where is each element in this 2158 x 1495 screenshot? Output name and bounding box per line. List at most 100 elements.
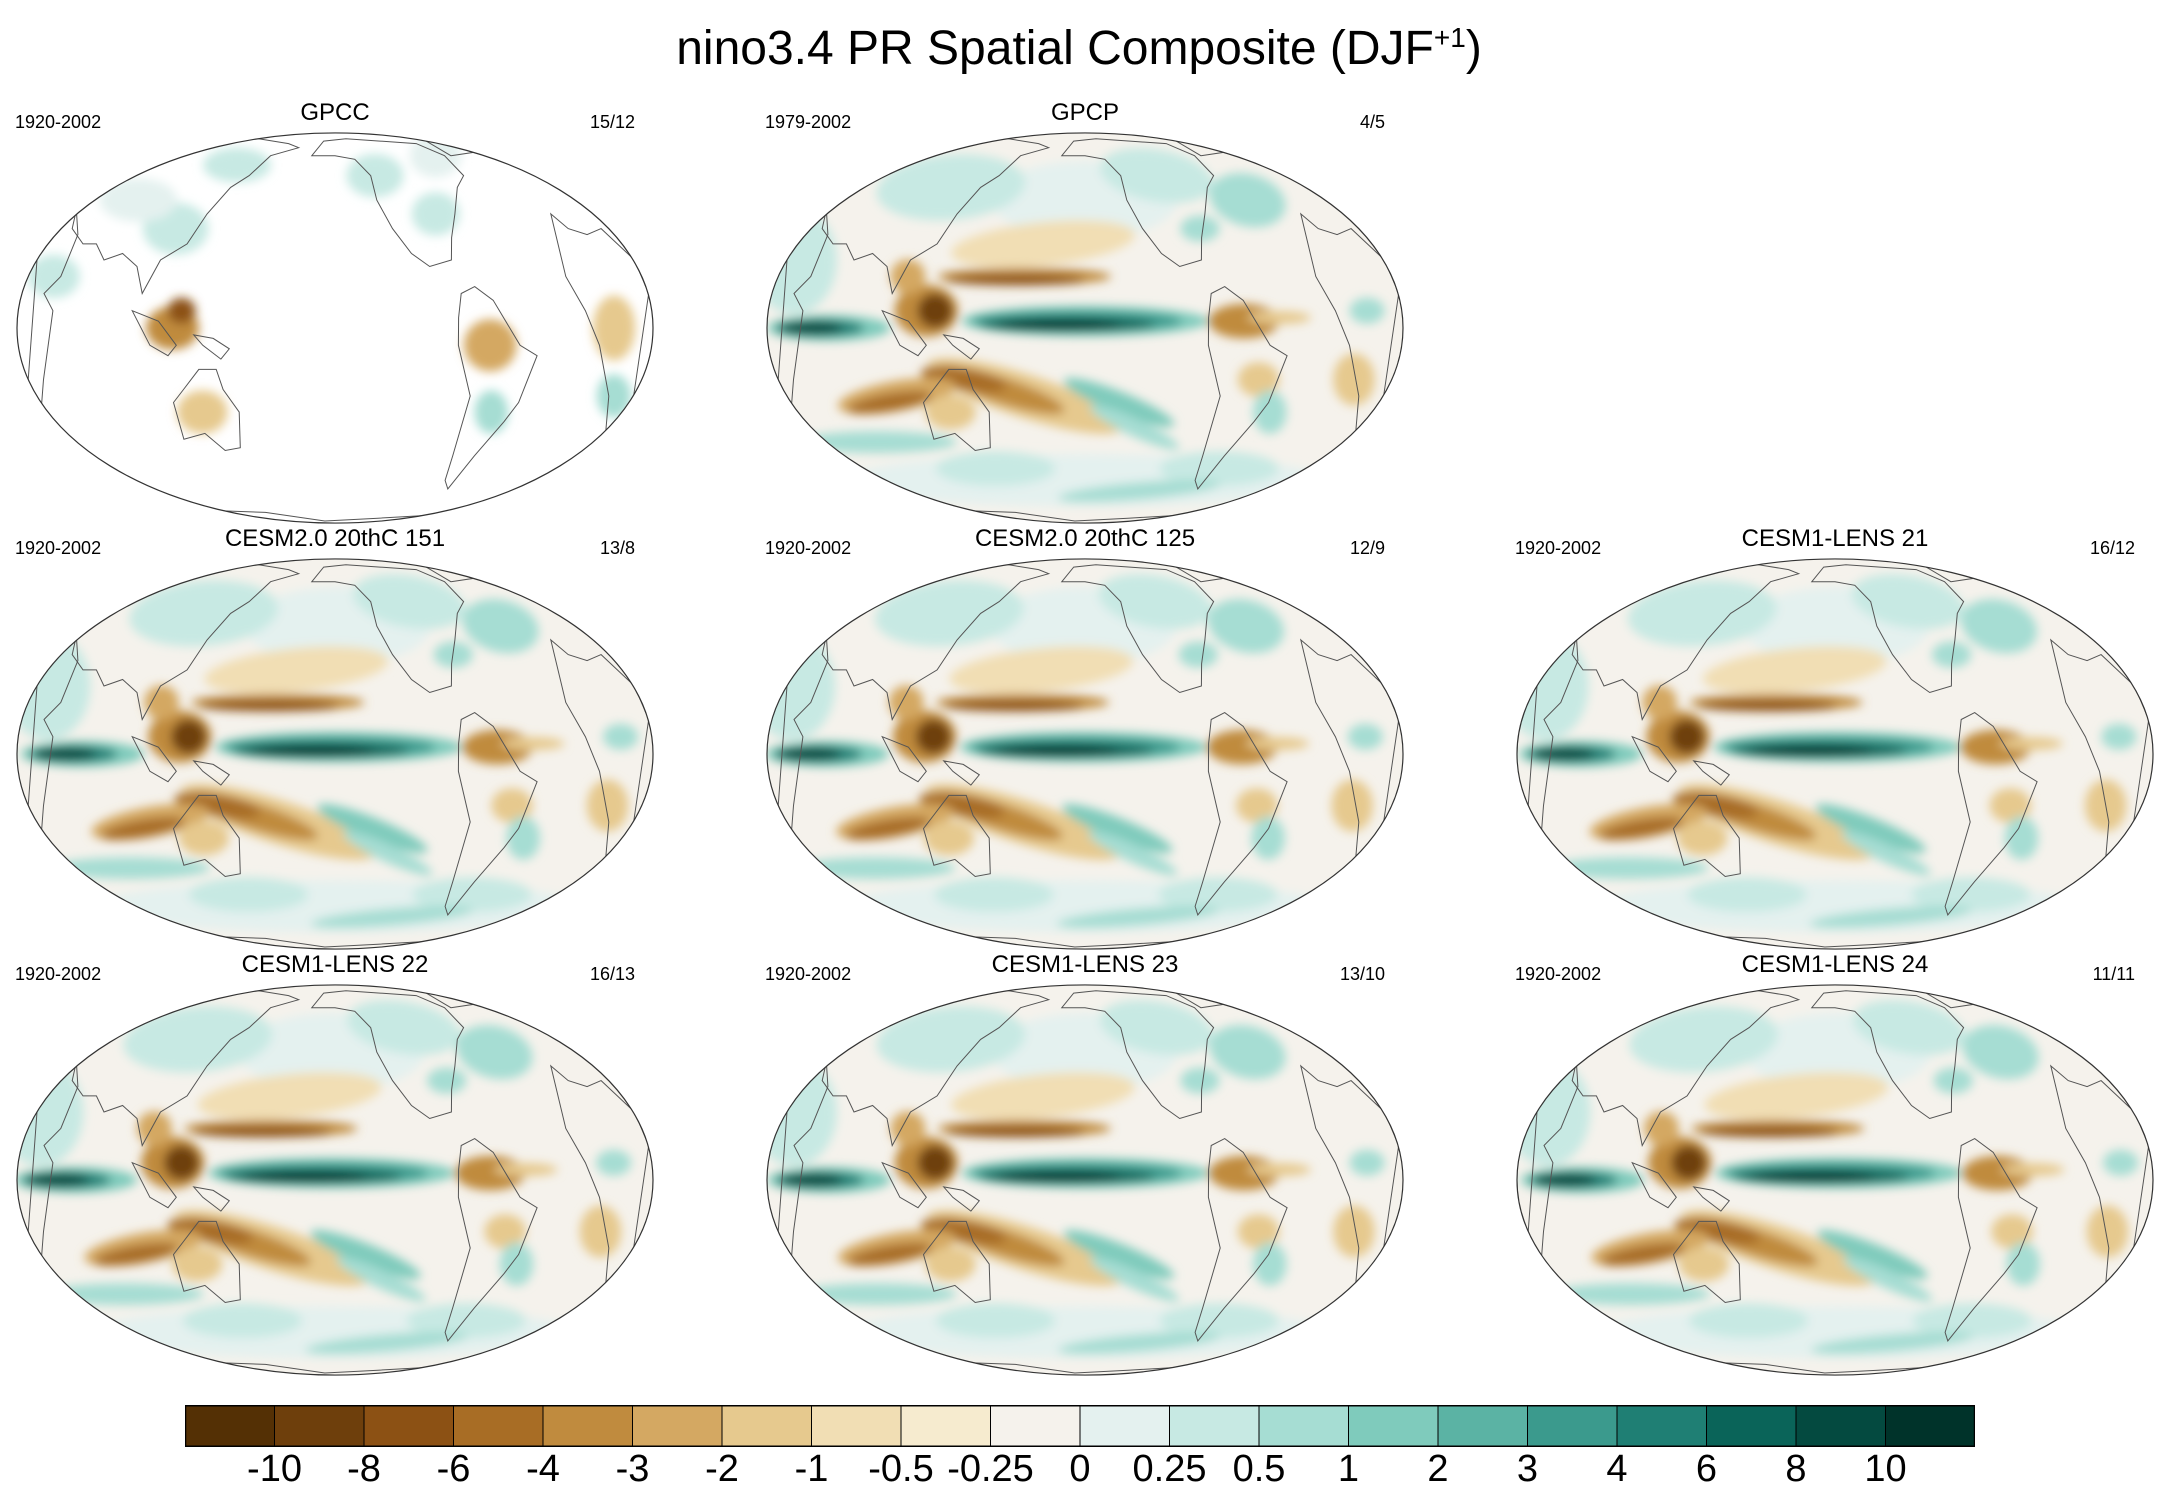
precip-anomaly-region xyxy=(456,1025,533,1080)
precip-anomaly-region xyxy=(1237,1214,1280,1249)
precip-anomaly-region xyxy=(172,1246,223,1282)
coastline xyxy=(881,1161,927,1209)
panel-count: 13/8 xyxy=(599,538,635,558)
precip-anomaly-region xyxy=(1677,820,1728,856)
precip-anomaly-region xyxy=(1209,1025,1286,1080)
precip-anomaly-region xyxy=(1548,857,1709,879)
map-field xyxy=(766,984,1403,1376)
precip-anomaly-region xyxy=(1058,479,1221,503)
precip-anomaly-region xyxy=(346,153,404,198)
precip-anomaly-region xyxy=(1333,353,1375,406)
precip-anomaly-region xyxy=(596,374,632,418)
colorbar-swatch xyxy=(1169,1405,1260,1447)
colorbar-tick-label: -3 xyxy=(615,1448,650,1490)
panel-title: CESM2.0 20thC 151 xyxy=(224,525,446,552)
precip-anomaly-region xyxy=(2086,1205,2129,1258)
precip-anomaly-region xyxy=(406,1303,526,1338)
figure-title-main: nino3.4 PR Spatial Composite (DJF xyxy=(676,22,1434,75)
precip-anomaly-region xyxy=(310,1230,421,1279)
panel-title: CESM2.0 20thC 125 xyxy=(974,525,1196,552)
colorbar-tick-label: -6 xyxy=(436,1448,471,1490)
coastline xyxy=(444,712,538,916)
precip-anomaly-region xyxy=(1817,1230,1928,1279)
precip-anomaly-region xyxy=(129,580,279,647)
precip-anomaly-region xyxy=(596,1149,632,1176)
precip-anomaly-region xyxy=(1991,1214,2033,1249)
precip-anomaly-region xyxy=(1056,905,1220,929)
precip-anomaly-region xyxy=(1532,1173,1597,1187)
coastline xyxy=(310,990,465,1120)
precip-anomaly-region xyxy=(1962,1025,2039,1080)
precip-anomaly-region xyxy=(342,831,433,876)
precip-anomaly-region xyxy=(935,1303,1056,1338)
precip-anomaly-region xyxy=(1750,1172,1874,1181)
robinson-map xyxy=(1516,558,2154,950)
precip-anomaly-region xyxy=(923,820,975,856)
coastline xyxy=(1672,1220,1741,1304)
map-panel-lens21: CESM1-LENS 21 1920-2002 16/12 xyxy=(1505,524,2158,952)
map-field xyxy=(766,558,1403,950)
precip-anomaly-region xyxy=(920,1218,1007,1245)
coastline xyxy=(881,735,927,783)
precip-anomaly-region xyxy=(199,700,339,712)
colorbar-swatch xyxy=(1348,1405,1439,1447)
coastline xyxy=(1194,712,1288,916)
precip-anomaly-region xyxy=(1099,148,1214,204)
coastline xyxy=(922,368,991,452)
coastline xyxy=(172,368,241,452)
map-outline xyxy=(1516,558,2154,950)
precip-anomaly-region xyxy=(888,685,924,720)
precip-anomaly-region xyxy=(491,788,533,823)
precip-anomaly-region xyxy=(27,254,80,299)
precip-anomaly-region xyxy=(203,147,271,183)
precip-anomaly-region xyxy=(1815,804,1927,853)
precip-anomaly-region xyxy=(99,178,178,222)
precip-anomaly-region xyxy=(182,1303,303,1338)
precip-anomaly-region xyxy=(1245,737,1310,751)
precip-anomaly-region xyxy=(1089,405,1180,450)
panel-period: 1920-2002 xyxy=(1515,538,1602,558)
coastline xyxy=(942,334,981,360)
precip-anomaly-region xyxy=(347,1000,461,1056)
precip-anomaly-region xyxy=(945,274,1085,286)
precip-anomaly-region xyxy=(2004,816,2039,860)
map-field xyxy=(766,132,1403,524)
precip-anomaly-region xyxy=(1180,1067,1220,1094)
map-panel-cesm2-125: CESM2.0 20thC 125 1920-2002 12/9 xyxy=(755,524,1415,952)
precip-anomaly-region xyxy=(1089,1257,1180,1302)
precip-anomaly-region xyxy=(1810,1331,1974,1355)
colorbar-swatch xyxy=(1885,1405,1975,1447)
anomaly-layer xyxy=(1516,1000,2139,1359)
precip-anomaly-region xyxy=(847,391,932,414)
precip-anomaly-region xyxy=(462,599,539,654)
precip-anomaly-region xyxy=(1247,311,1311,325)
precip-anomaly-region xyxy=(579,1205,622,1258)
precip-anomaly-region xyxy=(1208,599,1284,654)
robinson-map xyxy=(16,984,654,1376)
precip-anomaly-region xyxy=(50,857,211,879)
precip-anomaly-region xyxy=(2103,1149,2139,1176)
precip-anomaly-region xyxy=(1063,1230,1175,1279)
precip-anomaly-region xyxy=(1601,1243,1685,1266)
map-outline xyxy=(766,132,1404,524)
precip-anomaly-region xyxy=(1912,1303,2032,1338)
coastline xyxy=(1810,564,1965,694)
coastline xyxy=(444,1138,538,1342)
precip-anomaly-region xyxy=(920,366,1007,393)
precip-anomaly-region xyxy=(144,685,179,720)
precip-anomaly-region xyxy=(1098,574,1212,630)
map-panel-lens23: CESM1-LENS 23 1920-2002 13/10 xyxy=(755,950,1415,1378)
panel-period: 1920-2002 xyxy=(765,964,852,984)
coastline xyxy=(1194,1138,1288,1342)
precip-anomaly-region xyxy=(1989,788,2032,823)
precip-anomaly-region xyxy=(305,1331,469,1355)
precip-anomaly-region xyxy=(1842,1257,1933,1302)
precip-anomaly-region xyxy=(1251,816,1285,860)
precip-anomaly-region xyxy=(996,320,1121,329)
precip-anomaly-region xyxy=(1999,737,2063,751)
precip-anomaly-region xyxy=(876,1006,1026,1073)
colorbar-tick-label: 2 xyxy=(1427,1448,1449,1490)
precip-anomaly-region xyxy=(1688,1303,1809,1338)
precip-anomaly-region xyxy=(1253,390,1287,434)
colorbar-swatch xyxy=(453,1405,544,1447)
